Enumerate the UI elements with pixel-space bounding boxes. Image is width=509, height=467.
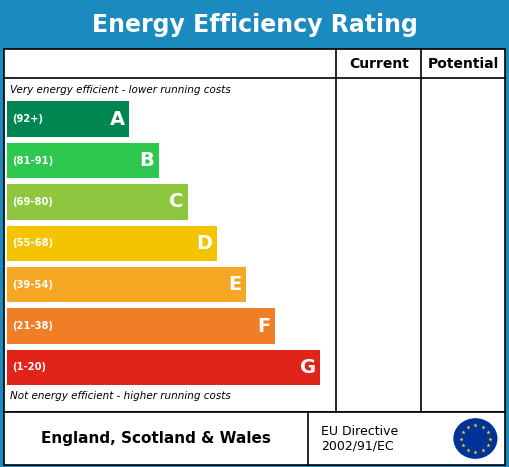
Text: EU Directive
2002/91/EC: EU Directive 2002/91/EC: [321, 425, 398, 453]
Bar: [7, 184, 188, 220]
Text: Potential: Potential: [428, 57, 499, 71]
Bar: [4, 4, 505, 47]
Text: (81-91): (81-91): [12, 156, 53, 166]
Text: F: F: [258, 317, 271, 335]
Text: Energy Efficiency Rating: Energy Efficiency Rating: [92, 14, 417, 37]
Bar: [7, 143, 158, 178]
Circle shape: [454, 419, 497, 458]
Text: D: D: [196, 234, 213, 253]
Text: (39-54): (39-54): [12, 280, 53, 290]
Text: C: C: [169, 192, 184, 212]
Bar: [7, 308, 275, 344]
Text: (92+): (92+): [12, 114, 43, 124]
Text: (69-80): (69-80): [12, 197, 52, 207]
Bar: [4, 412, 505, 465]
Bar: [7, 267, 246, 303]
Text: E: E: [229, 275, 242, 294]
Text: B: B: [139, 151, 154, 170]
Bar: [7, 101, 129, 137]
Text: G: G: [300, 358, 316, 377]
Text: (1-20): (1-20): [12, 362, 46, 372]
Text: (21-38): (21-38): [12, 321, 53, 331]
Bar: [7, 226, 217, 261]
Text: A: A: [110, 110, 125, 129]
Bar: [7, 350, 320, 385]
Text: Very energy efficient - lower running costs: Very energy efficient - lower running co…: [10, 85, 231, 95]
Text: England, Scotland & Wales: England, Scotland & Wales: [41, 431, 271, 446]
Text: (55-68): (55-68): [12, 238, 53, 248]
Text: Current: Current: [349, 57, 409, 71]
Bar: [4, 49, 505, 412]
Text: Not energy efficient - higher running costs: Not energy efficient - higher running co…: [10, 391, 231, 402]
